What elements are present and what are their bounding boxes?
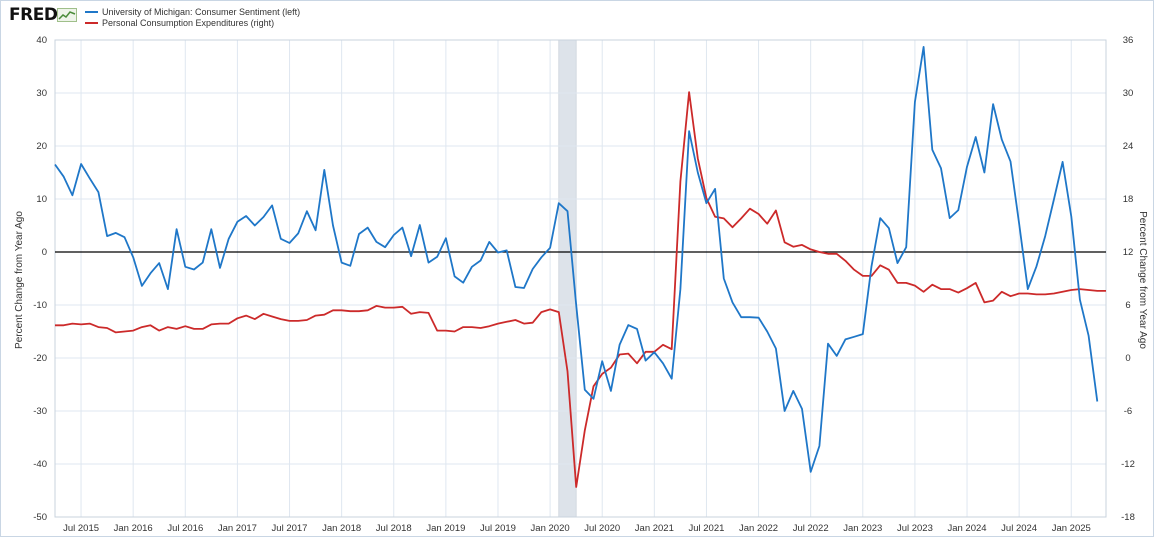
y-right-tick-label: 6: [1125, 300, 1130, 311]
y-left-tick-label: 0: [42, 247, 47, 258]
legend-label-consumer-sentiment: University of Michigan: Consumer Sentime…: [102, 7, 301, 17]
fred-logo[interactable]: FRED: [9, 5, 58, 25]
y-right-tick-label: 0: [1125, 353, 1130, 364]
legend-item-consumer-sentiment[interactable]: University of Michigan: Consumer Sentime…: [85, 7, 300, 17]
y-left-tick-label: 10: [36, 194, 47, 205]
series-line-consumer-sentiment[interactable]: [54, 46, 1099, 473]
x-tick-label: Jan 2021: [635, 523, 674, 534]
x-tick-label: Jul 2022: [793, 523, 829, 534]
legend-swatch-pce: [85, 22, 98, 24]
y-axis-right-title: Percent Change from Year Ago: [1137, 211, 1148, 349]
x-tick-label: Jan 2017: [218, 523, 257, 534]
y-left-tick-label: 40: [36, 35, 47, 46]
tick-label-layer: 40 30 20 10 0 -10 -20 -30 -40 -50 36 30 24 18 12 6 0 -6 -1…: [33, 35, 1135, 534]
x-tick-label: Jan 2022: [739, 523, 778, 534]
series-layer: [54, 46, 1106, 488]
y-left-tick-label: -10: [33, 300, 47, 311]
x-tick-label: Jan 2023: [843, 523, 882, 534]
y-right-tick-label: 18: [1123, 194, 1134, 205]
y-right-tick-label: 36: [1123, 35, 1134, 46]
y-left-tick-label: -20: [33, 353, 47, 364]
legend-item-pce[interactable]: Personal Consumption Expenditures (right…: [85, 18, 300, 28]
x-tick-label: Jan 2019: [426, 523, 465, 534]
y-left-tick-label: -30: [33, 406, 47, 417]
x-tick-label: Jul 2018: [376, 523, 412, 534]
x-tick-label: Jul 2016: [167, 523, 203, 534]
x-tick-label: Jul 2023: [897, 523, 933, 534]
x-tick-label: Jul 2020: [584, 523, 620, 534]
plot-border: [54, 39, 1107, 518]
y-right-tick-label: -18: [1121, 512, 1135, 523]
x-tick-label: Jan 2016: [114, 523, 153, 534]
legend-swatch-consumer-sentiment: [85, 11, 98, 13]
y-right-tick-label: -12: [1121, 459, 1135, 470]
x-tick-label: Jul 2024: [1001, 523, 1037, 534]
y-right-tick-label: 24: [1123, 141, 1134, 152]
x-tick-label: Jan 2020: [531, 523, 570, 534]
y-axis-left-title: Percent Change from Year Ago: [14, 211, 25, 349]
x-tick-label: Jan 2018: [322, 523, 361, 534]
x-tick-label: Jul 2015: [63, 523, 99, 534]
y-left-tick-label: -40: [33, 459, 47, 470]
x-tick-label: Jul 2017: [272, 523, 308, 534]
x-tick-label: Jan 2024: [947, 523, 986, 534]
y-right-tick-label: -6: [1124, 406, 1132, 417]
series-line-pce[interactable]: [55, 91, 1106, 488]
legend-label-pce: Personal Consumption Expenditures (right…: [102, 18, 275, 28]
x-tick-label: Jul 2021: [688, 523, 724, 534]
legend: University of Michigan: Consumer Sentime…: [85, 7, 300, 29]
y-left-tick-label: -50: [33, 512, 47, 523]
y-right-tick-label: 12: [1123, 247, 1134, 258]
y-left-tick-label: 30: [36, 88, 47, 99]
x-tick-label: Jan 2025: [1052, 523, 1091, 534]
grid-layer: [54, 39, 1107, 518]
fred-chart-icon: [57, 8, 77, 22]
y-left-tick-label: 20: [36, 141, 47, 152]
x-tick-label: Jul 2019: [480, 523, 516, 534]
y-right-tick-label: 30: [1123, 88, 1134, 99]
